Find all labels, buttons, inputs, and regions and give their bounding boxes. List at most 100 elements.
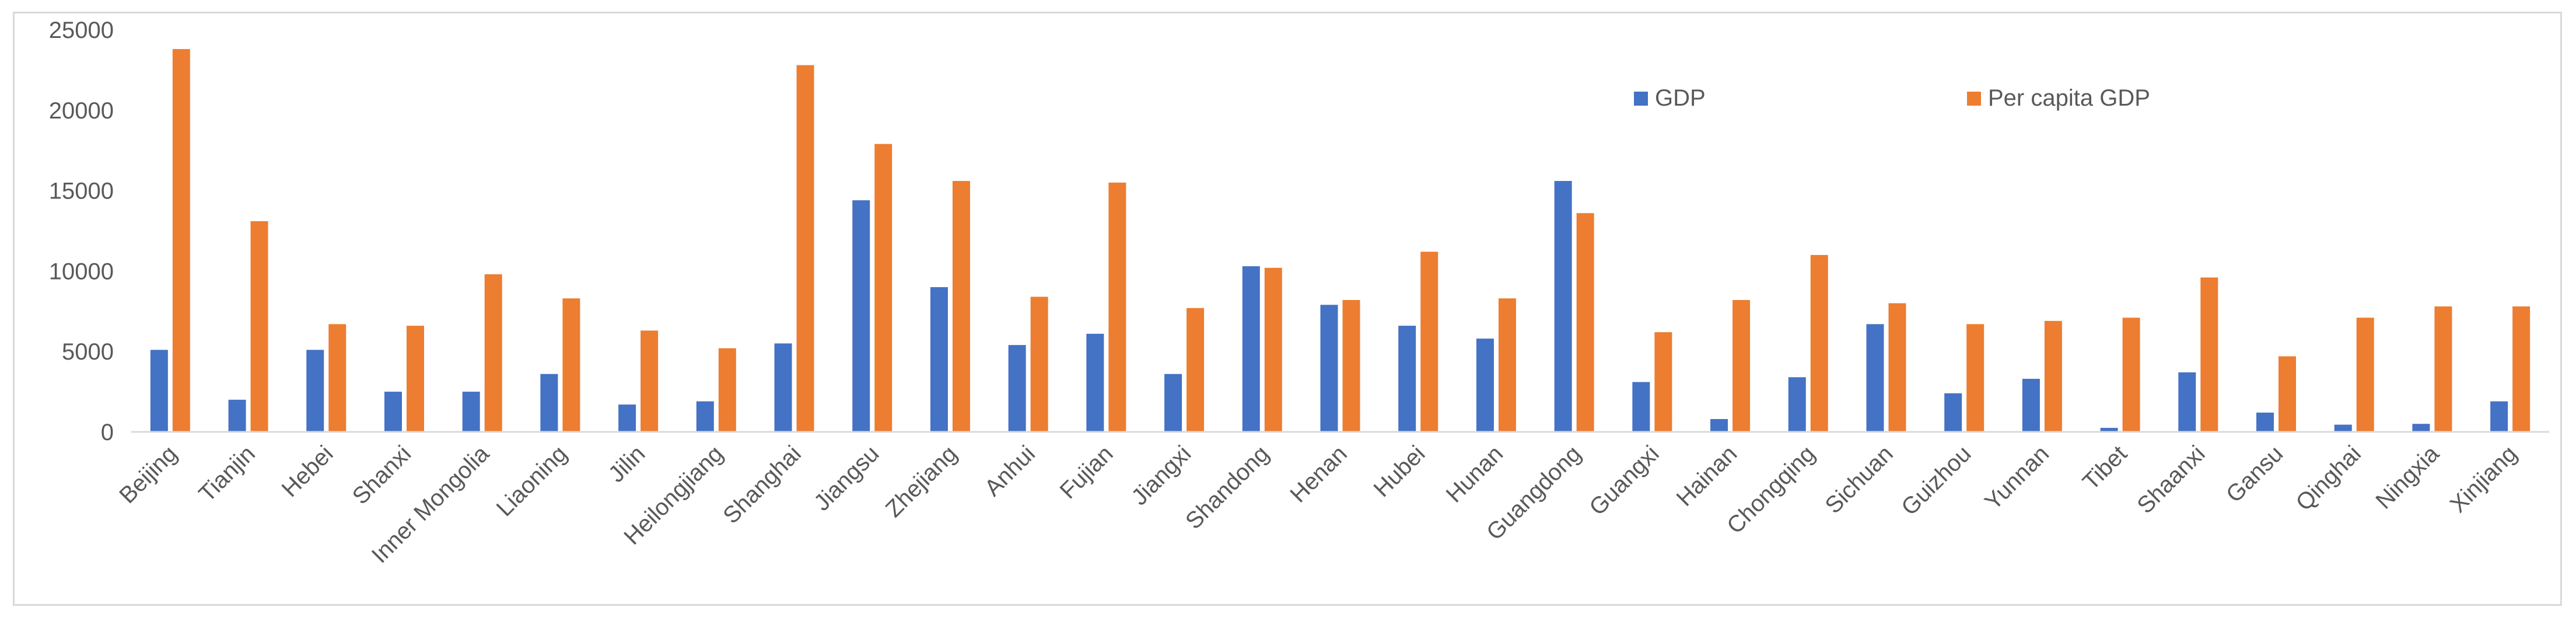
bar-per-capita-gdp xyxy=(1732,300,1751,432)
y-axis: 0 5000 10000 15000 20000 25000 xyxy=(49,18,114,445)
bar-gdp xyxy=(618,404,636,432)
bar-gdp xyxy=(1866,324,1884,432)
bar-gdp xyxy=(1710,418,1728,432)
legend-swatch xyxy=(1967,92,1981,106)
bar-per-capita-gdp xyxy=(484,274,502,432)
bar-per-capita-gdp xyxy=(2122,318,2140,432)
x-tick-label: Shanxi xyxy=(348,441,416,510)
bar-per-capita-gdp xyxy=(328,324,346,432)
bar-per-capita-gdp xyxy=(1810,254,1828,432)
bar-gdp xyxy=(1944,393,1962,432)
bar-per-capita-gdp xyxy=(1030,296,1048,432)
bar-gdp xyxy=(1476,339,1494,432)
x-tick-label: Qinghai xyxy=(2291,441,2366,516)
bar-per-capita-gdp xyxy=(1966,324,1985,432)
x-tick-label: Xinjiang xyxy=(2445,441,2522,518)
bar-per-capita-gdp xyxy=(2200,277,2218,432)
y-tick-label: 20000 xyxy=(49,98,114,124)
x-tick-label: Jiangxi xyxy=(1126,441,1196,510)
x-tick-label: Guizhou xyxy=(1896,441,1976,520)
x-tick-label: Shaanxi xyxy=(2132,441,2210,518)
bar-per-capita-gdp xyxy=(1654,332,1672,432)
x-tick-label: Shanghai xyxy=(718,441,806,529)
bar-gdp xyxy=(2412,424,2430,432)
x-tick-label: Gansu xyxy=(2221,441,2288,507)
x-tick-label: Tianjin xyxy=(194,441,260,507)
bar-gdp xyxy=(2100,428,2118,432)
bar-gdp xyxy=(1242,266,1260,432)
legend-label: GDP xyxy=(1655,85,1706,111)
bar-per-capita-gdp xyxy=(2044,320,2062,432)
bar-chart: 0 5000 10000 15000 20000 25000 Beijing Tianjin… xyxy=(49,18,2549,568)
bar-gdp xyxy=(1788,377,1806,432)
bar-gdp xyxy=(1554,181,1572,432)
legend: GDP Per capita GDP xyxy=(1634,85,2150,111)
bar-gdp xyxy=(1320,305,1338,432)
x-tick-label: Hainan xyxy=(1672,441,1742,511)
y-tick-label: 10000 xyxy=(49,259,114,284)
bars xyxy=(150,49,2530,432)
y-tick-label: 25000 xyxy=(49,18,114,43)
bar-per-capita-gdp xyxy=(1420,252,1438,432)
x-tick-label: Tibet xyxy=(2078,441,2132,495)
legend-swatch xyxy=(1634,92,1648,106)
x-tick-label: Beijing xyxy=(114,441,182,508)
x-tick-label: Anhui xyxy=(980,441,1040,501)
bar-gdp xyxy=(1632,382,1650,432)
bar-gdp xyxy=(1164,374,1182,432)
bar-gdp xyxy=(2022,379,2040,432)
x-tick-label: Sichuan xyxy=(1820,441,1898,518)
chart-frame: 0 5000 10000 15000 20000 25000 Beijing Tianjin… xyxy=(13,12,2562,606)
bar-gdp xyxy=(1086,333,1104,432)
x-tick-label: Shandong xyxy=(1181,441,1274,534)
bar-gdp xyxy=(2334,424,2352,432)
bar-per-capita-gdp xyxy=(1264,267,1282,432)
x-tick-label: Yunnan xyxy=(1980,441,2054,515)
x-tick-label: Ningxia xyxy=(2371,441,2444,514)
bar-gdp xyxy=(696,401,714,432)
bar-gdp xyxy=(2178,372,2196,432)
bar-per-capita-gdp xyxy=(406,326,424,432)
x-tick-label: Henan xyxy=(1285,441,1352,507)
bar-per-capita-gdp xyxy=(1342,300,1360,432)
bar-per-capita-gdp xyxy=(1186,308,1205,432)
bar-gdp xyxy=(852,200,870,432)
x-tick-label: Guangxi xyxy=(1584,441,1664,520)
y-tick-label: 0 xyxy=(101,420,114,445)
x-tick-label: Fujian xyxy=(1055,441,1118,504)
bar-per-capita-gdp xyxy=(250,221,268,432)
bar-gdp xyxy=(1008,345,1026,432)
bar-per-capita-gdp xyxy=(2356,318,2374,432)
bar-per-capita-gdp xyxy=(2278,356,2297,432)
bar-gdp xyxy=(2256,412,2274,432)
bar-gdp xyxy=(228,399,246,432)
bar-gdp xyxy=(774,343,792,432)
bar-per-capita-gdp xyxy=(952,181,970,432)
bar-per-capita-gdp xyxy=(874,144,892,432)
bar-per-capita-gdp xyxy=(562,298,580,432)
x-tick-label: Hubei xyxy=(1369,441,1430,502)
bar-per-capita-gdp xyxy=(1108,182,1126,432)
x-tick-label: Hunan xyxy=(1441,441,1508,507)
x-tick-label: Jilin xyxy=(604,441,650,487)
bar-gdp xyxy=(306,350,324,432)
bar-per-capita-gdp xyxy=(796,65,814,432)
bar-per-capita-gdp xyxy=(1498,298,1516,432)
x-tick-label: Zhejiang xyxy=(881,441,963,522)
bar-gdp xyxy=(462,392,480,432)
bar-gdp xyxy=(384,392,402,432)
y-tick-label: 5000 xyxy=(62,339,114,365)
bar-per-capita-gdp xyxy=(718,348,736,432)
bar-per-capita-gdp xyxy=(1576,213,1594,432)
x-tick-label: Liaoning xyxy=(492,441,572,521)
bar-per-capita-gdp xyxy=(2434,306,2452,432)
legend-label: Per capita GDP xyxy=(1988,85,2150,111)
bar-gdp xyxy=(150,350,168,432)
bar-per-capita-gdp xyxy=(640,330,659,432)
bar-gdp xyxy=(1398,326,1416,432)
bar-per-capita-gdp xyxy=(2512,306,2530,432)
y-tick-label: 15000 xyxy=(49,179,114,204)
bar-gdp xyxy=(2490,401,2508,432)
x-tick-label: Jiangsu xyxy=(809,441,884,516)
